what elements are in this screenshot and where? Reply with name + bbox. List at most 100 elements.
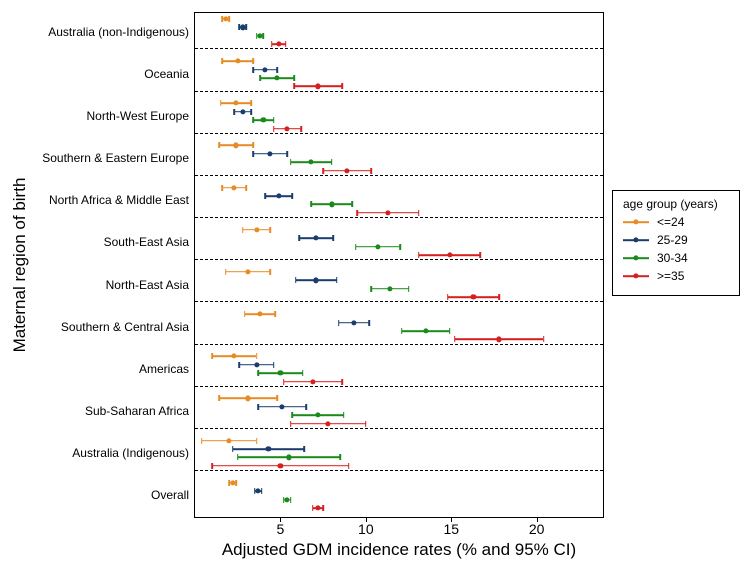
plot-area: 5101520Australia (non-Indigenous)Oceania…	[194, 12, 604, 518]
ci-cap	[273, 117, 275, 123]
point-marker	[314, 278, 319, 283]
ci-cap	[305, 404, 307, 410]
point-marker	[496, 337, 501, 342]
ci-cap	[245, 24, 247, 30]
legend-title: age group (years)	[623, 197, 729, 211]
region-divider	[195, 175, 603, 176]
point-marker	[285, 126, 290, 131]
ci-cap	[339, 454, 341, 460]
ci-cap	[276, 67, 278, 73]
region-divider	[195, 301, 603, 302]
legend-label: <=24	[657, 215, 684, 229]
legend: age group (years) <=2425-2930-34>=35	[612, 190, 740, 296]
ci-cap	[222, 185, 224, 191]
ci-cap	[232, 446, 234, 452]
ci-cap	[201, 438, 203, 444]
ci-cap	[220, 100, 222, 106]
region-label: North Africa & Middle East	[49, 193, 195, 207]
region-divider	[195, 91, 603, 92]
point-marker	[235, 58, 240, 63]
legend-label: 30-34	[657, 251, 688, 265]
point-marker	[262, 67, 267, 72]
ci-cap	[273, 126, 275, 132]
legend-item: <=24	[623, 215, 729, 229]
ci-cap	[252, 67, 254, 73]
region-label: Overall	[151, 488, 195, 502]
point-marker	[276, 42, 281, 47]
ci-cap	[310, 201, 312, 207]
ci-cap	[263, 33, 265, 39]
region-divider	[195, 259, 603, 260]
point-marker	[471, 295, 476, 300]
point-marker	[254, 227, 259, 232]
point-marker	[326, 421, 331, 426]
ci-cap	[300, 126, 302, 132]
region-label: Southern & Central Asia	[61, 320, 195, 334]
ci-cap	[259, 75, 261, 81]
ci-cap	[370, 286, 372, 292]
ci-cap	[245, 185, 247, 191]
point-marker	[447, 252, 452, 257]
ci-cap	[292, 193, 294, 199]
ci-cap	[322, 168, 324, 174]
ci-cap	[338, 320, 340, 326]
ci-cap	[331, 159, 333, 165]
ci-cap	[276, 395, 278, 401]
x-tick-label: 15	[443, 517, 459, 537]
ci-cap	[233, 109, 235, 115]
ci-cap	[271, 41, 273, 47]
ci-cap	[401, 328, 403, 334]
legend-item: 25-29	[623, 233, 729, 247]
ci-cap	[211, 353, 213, 359]
ci-cap	[292, 412, 294, 418]
point-marker	[233, 143, 238, 148]
ci-cap	[237, 454, 239, 460]
point-marker	[276, 193, 281, 198]
ci-cap	[225, 269, 227, 275]
ci-cap	[293, 75, 295, 81]
point-marker	[315, 505, 320, 510]
ci-cap	[286, 151, 288, 157]
ci-cap	[298, 235, 300, 241]
ci-cap	[244, 311, 246, 317]
ci-cap	[222, 58, 224, 64]
region-divider	[195, 48, 603, 49]
ci-cap	[239, 362, 241, 368]
ci-cap	[274, 311, 276, 317]
ci-cap	[285, 41, 287, 47]
point-marker	[315, 84, 320, 89]
legend-swatch	[623, 271, 649, 281]
ci-cap	[322, 505, 324, 511]
ci-cap	[418, 210, 420, 216]
ci-cap	[269, 269, 271, 275]
ci-cap	[348, 463, 350, 469]
ci-cap	[368, 320, 370, 326]
region-label: Australia (non-Indigenous)	[48, 25, 195, 39]
point-marker	[315, 413, 320, 418]
point-marker	[310, 379, 315, 384]
ci-cap	[370, 168, 372, 174]
ci-cap	[211, 463, 213, 469]
point-marker	[278, 371, 283, 376]
point-marker	[385, 210, 390, 215]
ci-cap	[447, 294, 449, 300]
point-marker	[245, 396, 250, 401]
point-marker	[268, 151, 273, 156]
ci-cap	[351, 201, 353, 207]
ci-cap	[273, 362, 275, 368]
ci-cap	[290, 497, 292, 503]
ci-cap	[256, 438, 258, 444]
region-divider	[195, 344, 603, 345]
ci-cap	[261, 488, 263, 494]
ci-cap	[302, 370, 304, 376]
point-marker	[227, 438, 232, 443]
point-marker	[387, 286, 392, 291]
legend-swatch	[623, 235, 649, 245]
point-marker	[274, 75, 279, 80]
ci-cap	[356, 210, 358, 216]
legend-item: 30-34	[623, 251, 729, 265]
ci-cap	[218, 395, 220, 401]
ci-cap	[293, 83, 295, 89]
point-marker	[329, 202, 334, 207]
ci-cap	[341, 379, 343, 385]
